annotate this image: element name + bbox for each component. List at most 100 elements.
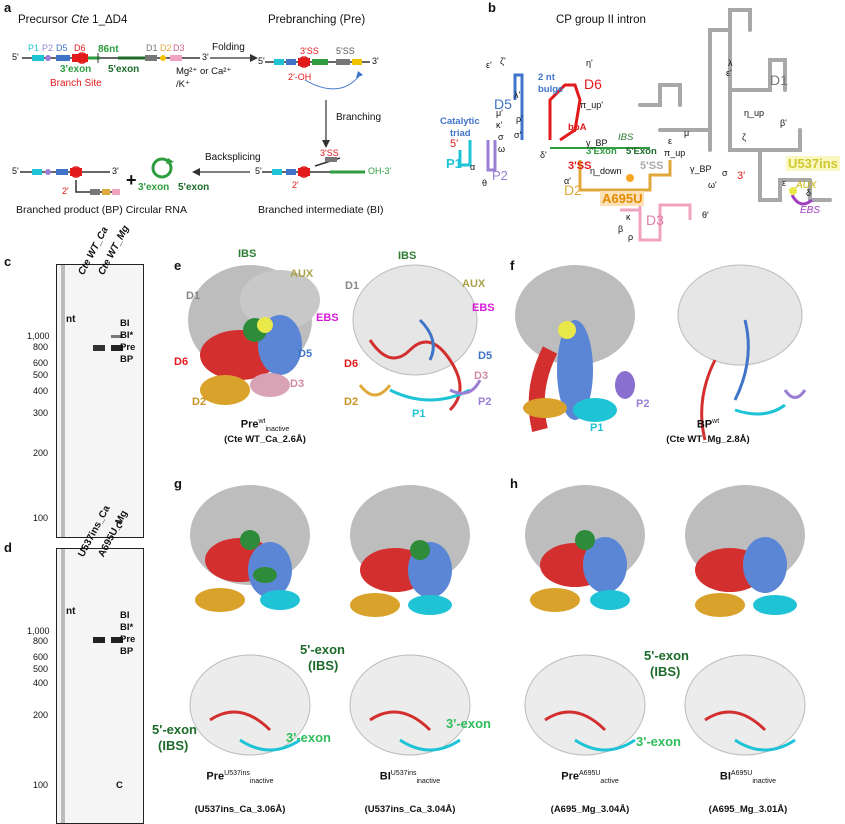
a-d2: D2 bbox=[160, 43, 172, 53]
b-triad: triad bbox=[450, 128, 471, 139]
c-ladder-600: 600 bbox=[33, 358, 49, 368]
a-bp-caption: Branched product (BP) Circular RNA bbox=[16, 204, 187, 216]
c-band-bistar: BI* bbox=[120, 330, 134, 341]
b-greek-9: θ bbox=[482, 178, 488, 188]
e-r-p1: P1 bbox=[412, 408, 426, 420]
a-2oh: 2'-OH bbox=[288, 72, 312, 82]
c-ladder-300: 300 bbox=[33, 408, 49, 418]
h-right-caption-line2: (A695_Mg_3.01Å) bbox=[708, 804, 788, 815]
d-ladder-500: 500 bbox=[33, 664, 49, 674]
a-5prime: 5' bbox=[12, 52, 19, 62]
g-left-ibs: (IBS) bbox=[158, 738, 189, 753]
b-5ss: 5'SS bbox=[640, 160, 664, 172]
b-greek-15: α' bbox=[564, 176, 571, 186]
g-right-ibs: (IBS) bbox=[308, 658, 339, 673]
b-catalytic: Catalytic bbox=[440, 116, 480, 127]
b-aux: AUX bbox=[796, 180, 817, 191]
precursor-title: Precursor Cte 1_ΔD4 bbox=[18, 14, 128, 26]
e-r-d5: D5 bbox=[478, 350, 493, 362]
g-right-caption: BIU537insinactive bbox=[379, 770, 441, 785]
a-p1: P1 bbox=[28, 43, 40, 53]
d5-box bbox=[56, 55, 70, 61]
b-greek-16: η_down bbox=[590, 166, 622, 176]
a-ions: Mg²⁺ or Ca²⁺ bbox=[176, 66, 232, 77]
a-5ss: 5'SS bbox=[336, 46, 355, 56]
a-oh3: OH-3' bbox=[368, 166, 392, 176]
panel-label-g: g bbox=[174, 476, 182, 491]
a-3exon: 3'exon bbox=[60, 64, 92, 75]
a-bi-3ss: 3'SS bbox=[320, 148, 339, 158]
a-circ-3exon: 3'exon bbox=[138, 182, 170, 193]
b-p2: P2 bbox=[492, 168, 508, 183]
b-p1: P1 bbox=[446, 156, 462, 171]
svg-text:+: + bbox=[126, 170, 137, 190]
panel-label-b: b bbox=[488, 0, 496, 15]
p2-dot bbox=[45, 55, 51, 61]
d-band-bistar: BI* bbox=[120, 622, 134, 633]
f-p2: P2 bbox=[636, 398, 650, 410]
b-d5: D5 bbox=[494, 96, 512, 112]
b-3exon: 3'Exon bbox=[586, 146, 617, 157]
c-nt: nt bbox=[66, 314, 76, 325]
b-greek-25: ε bbox=[782, 178, 787, 188]
prebranching-title: Prebranching (Pre) bbox=[268, 14, 366, 26]
h-ibs: (IBS) bbox=[650, 664, 681, 679]
d-band-bp: BP bbox=[120, 646, 134, 657]
a-d5: D5 bbox=[56, 43, 68, 53]
panel-label-c: c bbox=[4, 254, 12, 269]
d-ladder-400: 400 bbox=[33, 678, 49, 688]
panel-b-diagram bbox=[458, 8, 832, 242]
b-d6: D6 bbox=[584, 76, 602, 92]
a-branch-site: Branch Site bbox=[50, 78, 102, 89]
b-greek-10: ρ' bbox=[516, 114, 523, 124]
panel-a-diagram: + bbox=[20, 52, 370, 195]
a-bp-5prime: 5' bbox=[12, 166, 19, 176]
b-greek-23: ε' bbox=[726, 68, 732, 78]
b-u537: U537ins bbox=[786, 156, 840, 171]
a-5exon: 5'exon bbox=[108, 64, 140, 75]
h-left-caption: PreA695Uactive bbox=[561, 770, 619, 785]
e-d1: D1 bbox=[186, 290, 201, 302]
d-nt: nt bbox=[66, 606, 76, 617]
panel-f-structures bbox=[515, 264, 807, 441]
b-greek-31: ω' bbox=[708, 180, 717, 190]
b-greek-14: γ_BP bbox=[586, 138, 608, 148]
a-pre-3prime: 3' bbox=[372, 56, 379, 66]
a-folding: Folding bbox=[212, 42, 245, 53]
c-ladder-800: 800 bbox=[33, 342, 49, 352]
b-bulge: 2 nt bbox=[538, 72, 555, 83]
a-d6: D6 bbox=[74, 43, 86, 53]
e-r-ebs: EBS bbox=[472, 302, 495, 314]
c-band-pre: Pre bbox=[120, 342, 136, 353]
gel-c bbox=[56, 264, 144, 538]
b-three: 3' bbox=[737, 170, 746, 182]
b-greek-0: ε' bbox=[486, 60, 492, 70]
g-left-exon3: 3'-exon bbox=[286, 730, 331, 745]
e-r-ibs: IBS bbox=[398, 250, 417, 262]
f-caption-line2: (Cte WT_Mg_2.8Å) bbox=[666, 434, 750, 445]
h-right-caption: BIA695Uinactive bbox=[719, 770, 777, 785]
g-right-exon3: 3'-exon bbox=[446, 716, 491, 731]
a-86nt: 86nt bbox=[98, 44, 119, 55]
e-ebs: EBS bbox=[316, 312, 339, 324]
b-greek-4: μ' bbox=[496, 108, 503, 118]
b-greek-3: η' bbox=[586, 58, 593, 68]
c-ladder-500: 500 bbox=[33, 370, 49, 380]
gel-d bbox=[56, 548, 144, 824]
b-greek-17: ε bbox=[668, 136, 673, 146]
e-caption-line2: (Cte WT_Ca_2.6Å) bbox=[224, 434, 306, 445]
b-five: 5' bbox=[450, 138, 459, 150]
b-ebs: EBS bbox=[800, 205, 821, 216]
e-r-d3: D3 bbox=[474, 370, 489, 382]
e-r-d6: D6 bbox=[344, 358, 359, 370]
e-r-d2: D2 bbox=[344, 396, 359, 408]
c-band-bi: BI bbox=[120, 318, 130, 329]
d-ladder-1000: 1,000 bbox=[27, 626, 50, 636]
g-left-caption-line2: (U537ins_Ca_3.06Å) bbox=[194, 804, 286, 815]
f-caption: BPwt bbox=[696, 418, 720, 431]
b-greek-26: δ bbox=[806, 188, 812, 198]
e-aux: AUX bbox=[290, 268, 314, 280]
d-ladder-100: 100 bbox=[33, 780, 49, 790]
e-d6: D6 bbox=[174, 356, 189, 368]
panel-label-a: a bbox=[4, 0, 12, 15]
